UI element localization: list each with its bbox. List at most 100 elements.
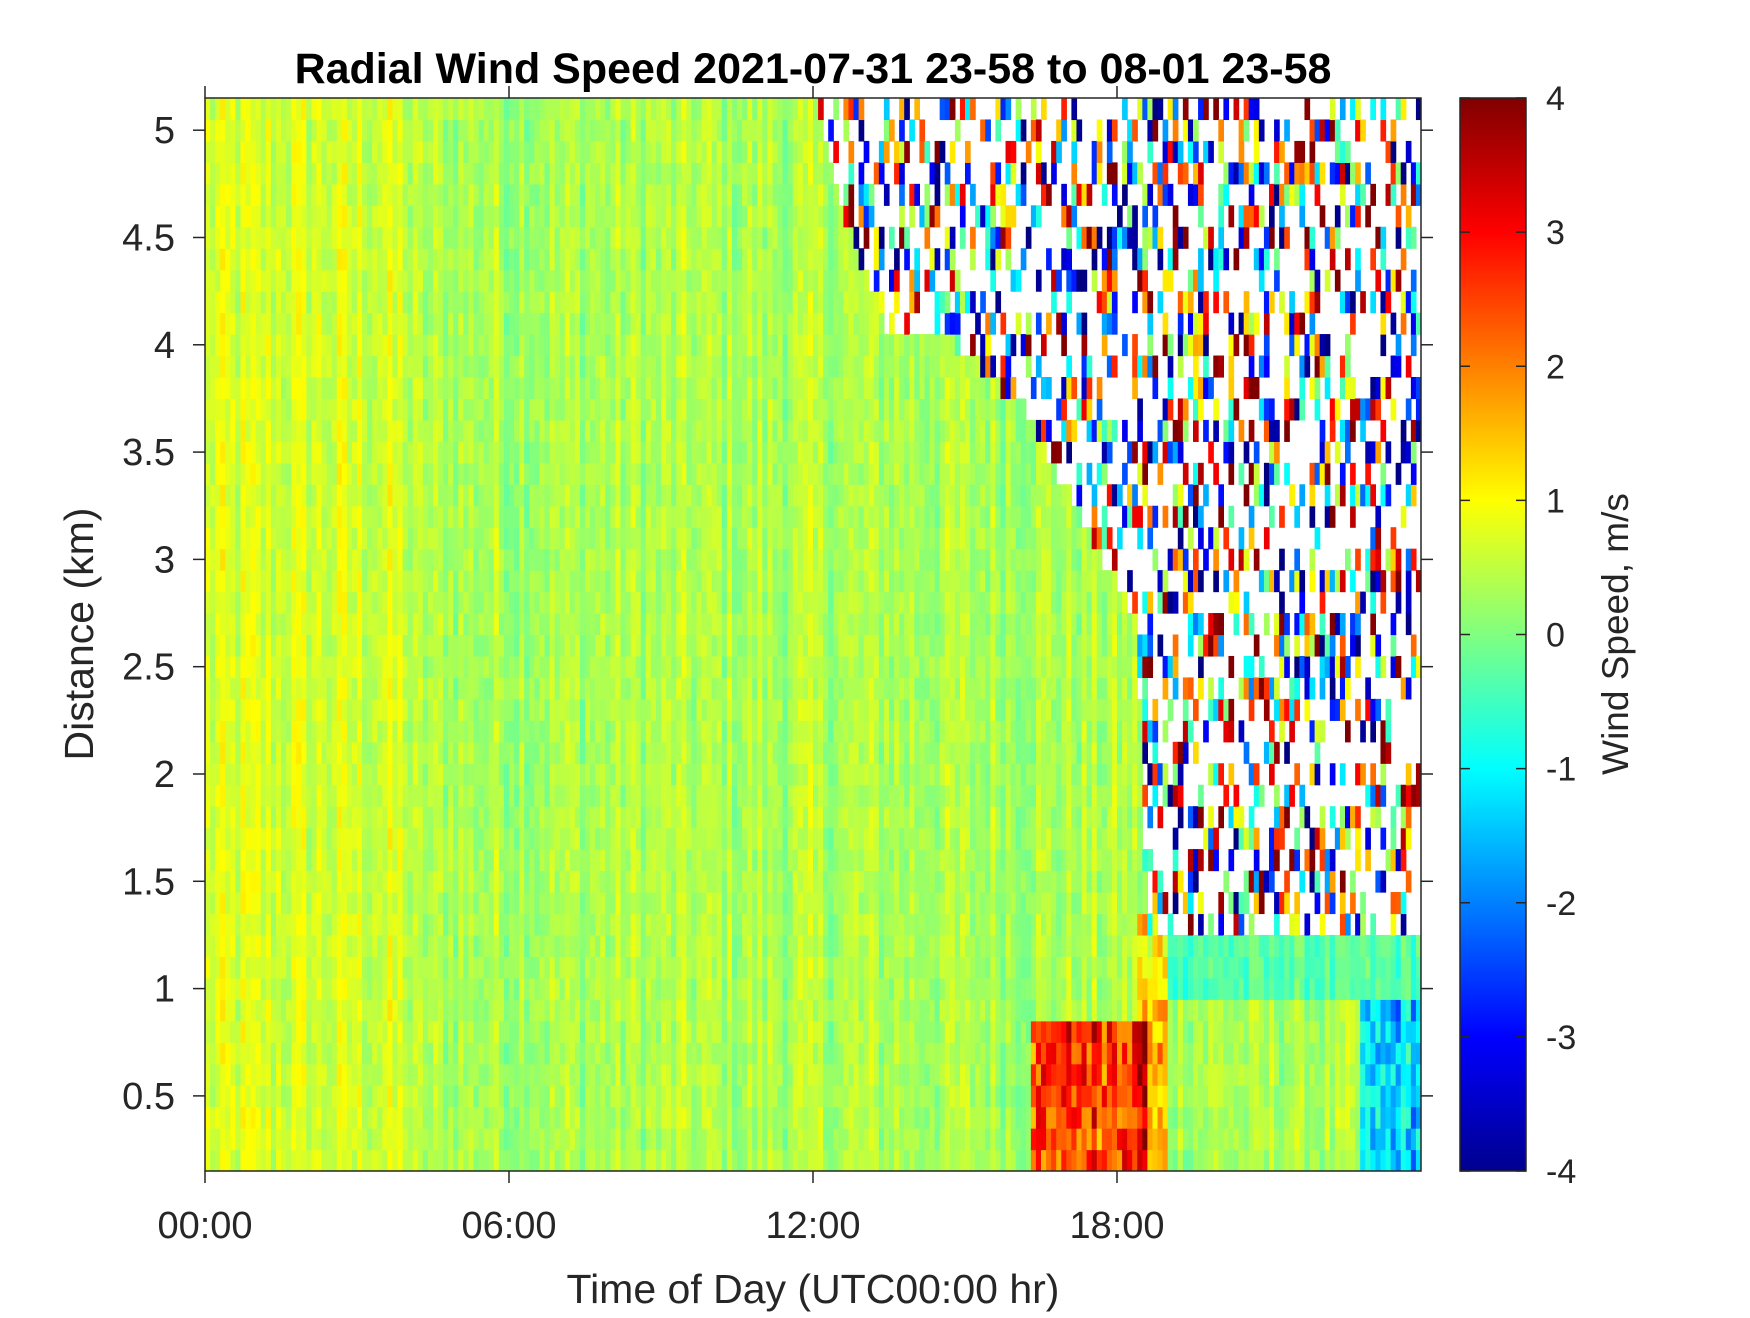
heatmap-cell (357, 248, 363, 271)
heatmap-cell (427, 913, 434, 936)
heatmap-cell (676, 655, 682, 679)
heatmap-cell (640, 763, 647, 786)
heatmap-cell (686, 570, 692, 593)
heatmap-cell (346, 441, 353, 464)
heatmap-cell (701, 312, 708, 335)
heatmap-cell (691, 999, 698, 1022)
heatmap-cell (367, 1063, 373, 1086)
heatmap-cell (286, 655, 292, 679)
heatmap-cell (645, 999, 652, 1022)
heatmap-cell (220, 527, 226, 550)
heatmap-cell (585, 1042, 591, 1065)
heatmap-cell (341, 548, 348, 571)
heatmap-cell (473, 140, 480, 163)
heatmap-cell (655, 956, 662, 979)
heatmap-cell (346, 484, 353, 507)
heatmap-cell (265, 527, 272, 550)
heatmap-cell (686, 741, 692, 764)
heatmap-cell (382, 248, 388, 271)
heatmap-cell (579, 956, 586, 979)
heatmap-cell (666, 827, 672, 850)
heatmap-cell (372, 140, 378, 163)
heatmap-cell (326, 1063, 333, 1086)
heatmap-cell (220, 376, 226, 400)
heatmap-cell (635, 870, 642, 893)
heatmap-cell (681, 355, 687, 378)
heatmap-cell (417, 269, 424, 292)
heatmap-cell (433, 312, 439, 335)
heatmap-cell (331, 441, 338, 464)
heatmap-cell (281, 591, 287, 614)
heatmap-cell (468, 763, 475, 786)
heatmap-cell (488, 677, 495, 700)
heatmap-cell (438, 934, 444, 957)
heatmap-cell (478, 248, 485, 271)
heatmap-cell (341, 698, 348, 721)
heatmap-cell (514, 527, 520, 550)
heatmap-cell (331, 505, 338, 528)
heatmap-cell (478, 977, 485, 1000)
heatmap-cell (351, 527, 358, 550)
heatmap-cell (397, 934, 404, 957)
heatmap-cell (595, 956, 601, 979)
heatmap-cell (372, 269, 378, 292)
heatmap-cell (509, 484, 515, 507)
heatmap-cell (681, 248, 687, 271)
heatmap-cell (357, 98, 363, 121)
heatmap-cell (585, 527, 591, 550)
heatmap-cell (402, 1106, 409, 1129)
heatmap-cell (666, 527, 672, 550)
heatmap-cell (468, 226, 475, 249)
heatmap-cell (291, 226, 297, 249)
heatmap-cell (362, 355, 368, 378)
heatmap-cell (291, 548, 297, 571)
heatmap-cell (255, 248, 262, 271)
heatmap-cell (706, 183, 713, 206)
heatmap-cell (600, 892, 606, 915)
heatmap-cell (671, 741, 677, 764)
heatmap-cell (696, 527, 703, 550)
heatmap-cell (316, 849, 323, 872)
heatmap-cell (650, 806, 657, 829)
heatmap-cell (544, 484, 551, 507)
heatmap-cell (539, 162, 546, 185)
heatmap-cell (666, 376, 672, 400)
heatmap-cell (701, 291, 708, 314)
heatmap-cell (569, 977, 576, 1000)
heatmap-cell (397, 334, 404, 357)
heatmap-cell (362, 269, 368, 292)
heatmap-cell (427, 870, 434, 893)
heatmap-cell (635, 1128, 642, 1151)
heatmap-cell (549, 999, 556, 1022)
heatmap-cell (321, 98, 328, 121)
heatmap-cell (387, 1085, 394, 1108)
heatmap-cell (336, 441, 343, 464)
heatmap-cell (301, 248, 307, 271)
heatmap-cell (453, 677, 459, 700)
heatmap-cell (585, 934, 591, 957)
heatmap-cell (316, 355, 323, 378)
heatmap-cell (417, 591, 424, 614)
heatmap-cell (453, 355, 459, 378)
heatmap-cell (220, 634, 226, 657)
heatmap-cell (392, 441, 399, 464)
heatmap-cell (549, 119, 556, 142)
heatmap-cell (514, 226, 520, 249)
heatmap-cell (640, 205, 647, 228)
heatmap-cell (453, 763, 459, 786)
heatmap-cell (706, 892, 713, 915)
heatmap-cell (306, 1128, 312, 1151)
heatmap-cell (210, 591, 216, 614)
heatmap-cell (458, 1106, 464, 1129)
heatmap-cell (230, 698, 236, 721)
heatmap-cell (463, 183, 470, 206)
heatmap-cell (255, 1063, 262, 1086)
heatmap-cell (701, 613, 708, 636)
heatmap-cell (387, 462, 394, 485)
heatmap-cell (397, 162, 404, 185)
heatmap-cell (331, 806, 338, 829)
heatmap-cell (585, 269, 591, 292)
heatmap-cell (387, 613, 394, 636)
heatmap-cell (620, 119, 627, 142)
heatmap-cell (362, 1063, 368, 1086)
